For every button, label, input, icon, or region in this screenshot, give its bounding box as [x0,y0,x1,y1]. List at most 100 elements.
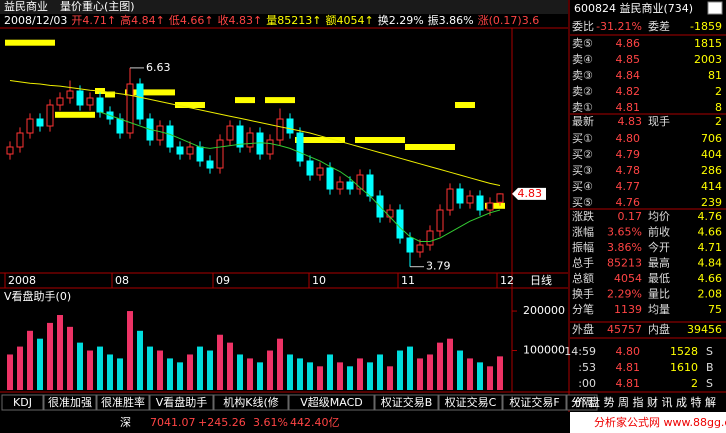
candle-body [96,97,104,113]
outer-label: 外盘 [572,322,594,336]
weight-center-bar [465,102,475,108]
tab[interactable] [566,394,598,411]
tab-label[interactable]: 权证交易F [509,395,559,409]
x-label: 10 [312,274,326,287]
weight-center-bar [435,144,445,150]
volume-bar [447,338,453,390]
bid-price: 4.76 [616,196,641,209]
volume-bar [117,358,123,390]
weight-center-bar [245,97,255,104]
volume-bar [357,358,363,390]
candle-body [416,244,424,253]
side-tab-label[interactable]: 成 [676,396,687,409]
weight-center-bar [235,97,245,104]
candle-body [16,132,24,148]
volume-bar [337,362,343,390]
candle-body [356,174,364,190]
side-tab-label[interactable]: 周 [618,396,629,409]
volume-bar [367,362,373,390]
tab-label[interactable]: 分隔 [571,396,593,409]
bid-label: 买① [572,132,593,145]
volume-bar [297,358,303,390]
tab[interactable] [374,394,439,411]
side-tab-label[interactable]: 价 [575,396,586,409]
candle-body [306,160,314,176]
stat-value: 2.29% [607,288,642,301]
side-tab-label[interactable]: 势 [604,396,615,409]
weight-center-bar [315,137,325,143]
candle-body [136,83,144,120]
volume-bar [177,362,183,390]
watermark-box [570,412,726,433]
candle-body [426,230,434,246]
tab[interactable] [149,394,214,411]
weight-center-bar [65,111,75,118]
tab[interactable] [438,394,503,411]
stat-label: 涨跌 [572,209,594,223]
x-label: 09 [216,274,230,287]
tab-label[interactable]: 权证交易C [445,395,497,409]
weight-center-bar [365,137,375,143]
volume-title: V看盘助手(0) [4,289,71,303]
tab-label[interactable]: 很准加强 [48,395,92,409]
bid-price: 4.79 [616,148,641,161]
volume-bar [427,354,433,390]
volume-bar [457,350,463,390]
window-icon[interactable] [707,1,723,15]
ask-volume: 2003 [694,53,722,66]
candle-body [386,209,394,218]
candle-body [236,125,244,148]
ask-volume: 2 [715,85,722,98]
side-tab-label[interactable]: 特 [691,395,702,409]
volume-bar [287,354,293,390]
stat-value: 4.66 [698,272,723,285]
ask-price: 4.86 [616,37,641,50]
last-price: 4.83 [518,187,543,200]
volume-bar [227,342,233,390]
tab-label[interactable]: 很准胜率 [101,395,145,409]
candle-body [436,209,444,232]
stat-value: 4.84 [698,257,723,270]
side-tab-label[interactable]: 讯 [662,396,673,409]
stat-label: 量比 [648,288,670,301]
ask-volume: 8 [715,101,722,114]
candle-body [266,139,274,155]
quote-header: 600824 益民商业(734) [574,1,693,15]
tab[interactable] [43,394,97,411]
candle-body [116,118,124,134]
tab[interactable] [96,394,150,411]
tab-label[interactable]: V看盘助手 [156,395,208,409]
tab-label[interactable]: KDJ [13,396,32,409]
candle-body [86,97,94,106]
volume-bar [327,354,333,390]
side-tab-label[interactable]: 盘 [589,395,600,409]
ma-green-line [99,111,501,242]
info-item: 低4.66↑ [169,14,214,27]
candle-body [56,97,64,106]
info-line: 2008/12/03 开4.71↑ 高4.84↑ 低4.66↑ 收4.83↑ 量85213… [4,13,539,27]
tab[interactable] [502,394,567,411]
info-item: 振3.86% [428,13,474,27]
volume-bar [307,362,313,390]
side-tab-label[interactable]: 解 [705,395,716,409]
candle-body [296,132,304,162]
weight-center-bar [25,39,35,46]
tab-label[interactable]: 权证交易B [381,395,433,409]
side-tab-label[interactable]: 财 [647,395,658,409]
candle-body [446,188,454,211]
x-label: 12 [500,274,514,287]
tab-label[interactable]: V超级MACD [300,395,363,409]
weight-center-bar [445,144,455,150]
tab-label[interactable]: 机构K线(修 [223,395,279,409]
tab[interactable] [213,394,289,411]
x-label: 2008 [8,274,36,287]
tab[interactable] [1,394,44,411]
weight-center-bar [55,111,65,118]
stat-label: 前收 [648,225,670,239]
info-item: 2008/12/03 [4,14,67,27]
side-tab-label[interactable]: 指 [633,395,644,409]
volume-bar [147,346,153,390]
tick-volume: 1528 [670,345,698,358]
tab[interactable] [288,394,375,411]
volume-bar [187,354,193,390]
